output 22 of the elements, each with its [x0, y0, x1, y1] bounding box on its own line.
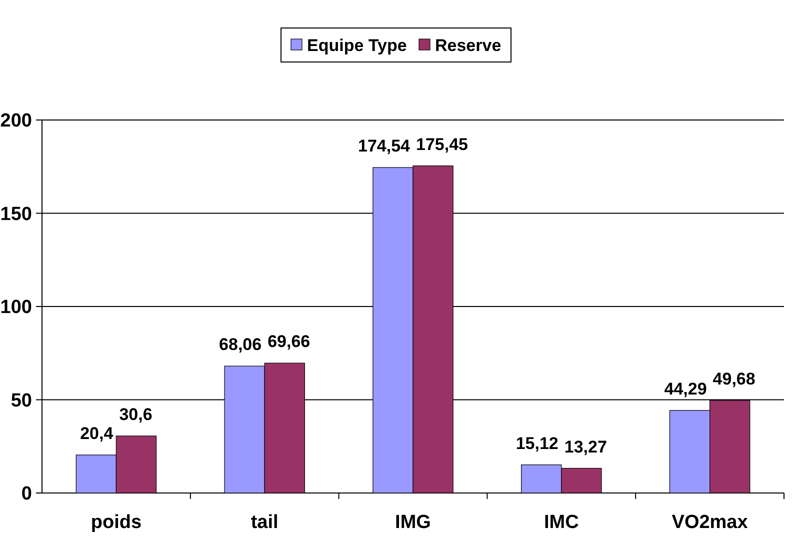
data-label: 174,54	[358, 136, 411, 156]
data-label: 69,66	[268, 332, 310, 352]
x-tick-label: IMG	[395, 512, 431, 533]
legend-label: Reserve	[435, 36, 502, 55]
y-tick-label: 0	[21, 484, 32, 505]
x-tick-label: tail	[250, 512, 278, 533]
data-label: 20,4	[80, 424, 114, 443]
x-tick-label: poids	[90, 512, 142, 533]
y-tick-label: 150	[0, 204, 32, 225]
data-label: 15,12	[516, 434, 558, 453]
data-label: 49,68	[712, 369, 756, 388]
data-label: 30,6	[119, 404, 152, 424]
data-label: 175,45	[416, 134, 468, 154]
x-tick-label: IMC	[544, 512, 580, 533]
y-tick-label: 200	[0, 110, 32, 132]
x-tick-label: VO2max	[672, 512, 748, 533]
legend-label: Equipe Type	[307, 36, 407, 55]
y-tick-label: 50	[10, 390, 32, 412]
data-label: 13,27	[564, 437, 607, 456]
data-label: 44,29	[664, 379, 707, 398]
y-tick-label: 100	[0, 297, 32, 318]
data-label: 68,06	[219, 335, 262, 354]
